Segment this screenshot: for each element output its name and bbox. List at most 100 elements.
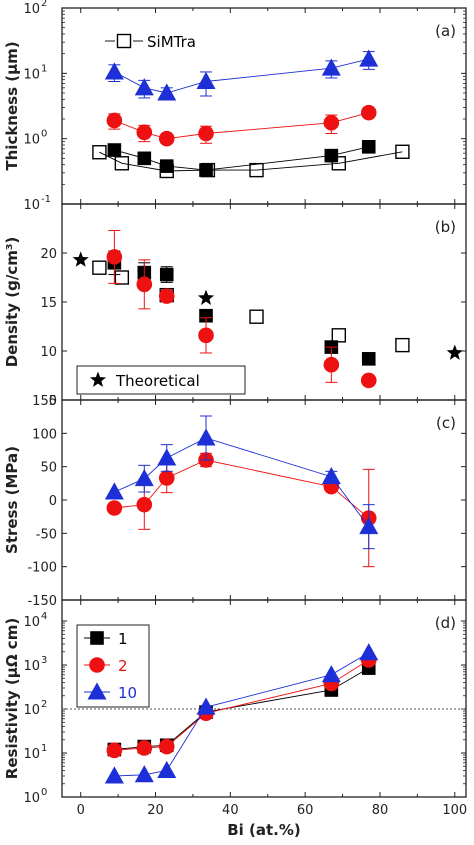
data-point xyxy=(198,327,214,344)
y-tick-exponent: 4 xyxy=(41,611,47,622)
y-tick-label: 5 xyxy=(49,394,57,409)
y-tick-label: 10 xyxy=(23,615,40,630)
series-s2 xyxy=(106,452,377,568)
data-point xyxy=(395,144,410,159)
data-point xyxy=(136,276,153,293)
data-point xyxy=(321,58,341,76)
legend: 1 2 10 xyxy=(76,624,150,708)
data-point xyxy=(361,140,376,154)
legend: Theoretical xyxy=(76,365,246,395)
y-axis-title: Thickness (µm) xyxy=(3,41,21,170)
series-s1 xyxy=(107,250,376,366)
data-point xyxy=(446,344,463,360)
y-tick-exponent: 3 xyxy=(41,655,47,666)
data-point xyxy=(106,112,123,129)
data-point xyxy=(395,337,410,353)
y-tick-label: 10 xyxy=(23,659,40,674)
data-point xyxy=(157,760,177,779)
data-point xyxy=(106,742,123,759)
legend-box xyxy=(76,624,150,708)
data-point xyxy=(136,740,153,756)
series-simtra xyxy=(92,260,410,353)
y-tick-exponent: 2 xyxy=(41,699,47,710)
legend-marker xyxy=(116,33,132,49)
data-point xyxy=(137,151,152,166)
data-point xyxy=(359,643,379,661)
y-tick-label: 150 xyxy=(32,394,57,409)
data-point xyxy=(360,372,377,389)
data-point xyxy=(198,125,214,142)
y-tick-label: 10 xyxy=(23,2,40,17)
plot-frame xyxy=(61,599,467,798)
series-s2 xyxy=(106,104,377,147)
data-point xyxy=(136,124,153,141)
legend-label: 2 xyxy=(118,657,128,675)
data-point xyxy=(361,352,376,366)
panel-label: (b) xyxy=(435,218,456,236)
series-s2 xyxy=(106,229,377,389)
data-point xyxy=(106,500,123,516)
data-point xyxy=(106,249,123,265)
y-tick-label: -50 xyxy=(36,527,57,542)
plot-frame xyxy=(61,399,467,601)
series-theoretical xyxy=(72,251,463,360)
y-tick-label: 10 xyxy=(23,198,40,213)
data-point xyxy=(104,482,124,500)
data-point xyxy=(104,766,124,784)
series-s1 xyxy=(107,140,376,177)
y-axis-title: Resistivity (µΩ cm) xyxy=(3,618,21,779)
data-point xyxy=(323,114,340,131)
x-tick-label: 100 xyxy=(442,803,467,818)
legend-label: 10 xyxy=(118,684,137,702)
panel-b: 5 10 15 20 Density (g/cm³) (b) Theoretical xyxy=(3,203,467,409)
legend-box xyxy=(76,365,246,395)
y-tick-label: 50 xyxy=(40,461,57,476)
data-point xyxy=(324,148,339,163)
y-tick-label: -150 xyxy=(27,594,57,609)
data-point xyxy=(331,328,347,343)
data-point xyxy=(321,467,341,485)
data-point xyxy=(199,163,213,177)
data-point xyxy=(157,448,177,466)
data-point xyxy=(158,470,175,486)
data-point xyxy=(360,104,377,121)
data-point xyxy=(159,267,174,282)
data-point xyxy=(157,83,177,101)
data-point xyxy=(196,428,216,446)
y-axis-title: Stress (MPa) xyxy=(3,446,21,554)
data-point xyxy=(158,738,175,755)
legend-label: SiMTra xyxy=(147,33,196,51)
data-point xyxy=(92,260,107,275)
y-tick-exponent: 1 xyxy=(41,63,47,74)
data-point xyxy=(134,78,154,96)
x-tick-label: 60 xyxy=(297,803,314,818)
panel-label: (d) xyxy=(435,614,456,632)
data-point xyxy=(323,356,340,373)
data-point xyxy=(158,288,175,304)
x-axis-title: Bi (at.%) xyxy=(227,821,301,839)
data-point xyxy=(72,251,89,267)
y-tick-label: 10 xyxy=(23,67,40,82)
y-tick-label: 10 xyxy=(23,791,40,806)
data-point xyxy=(321,665,341,683)
legend-marker xyxy=(89,371,107,387)
y-tick-exponent: 2 xyxy=(41,0,47,9)
panel-label: (a) xyxy=(435,22,456,40)
data-point xyxy=(249,309,264,324)
y-tick-label: 100 xyxy=(32,427,57,442)
x-tick-label: 80 xyxy=(372,803,389,818)
x-tick-label: 0 xyxy=(77,803,85,818)
y-tick-exponent: 1 xyxy=(41,743,47,754)
y-tick-label: 10 xyxy=(23,747,40,762)
series-s10 xyxy=(104,49,379,101)
legend-label: Theoretical xyxy=(115,372,200,390)
data-point xyxy=(359,517,379,535)
y-tick-label: 20 xyxy=(40,247,57,262)
y-tick-exponent: 0 xyxy=(41,129,47,140)
legend: SiMTra xyxy=(105,33,196,51)
data-point xyxy=(134,765,154,783)
legend-marker xyxy=(87,682,107,700)
